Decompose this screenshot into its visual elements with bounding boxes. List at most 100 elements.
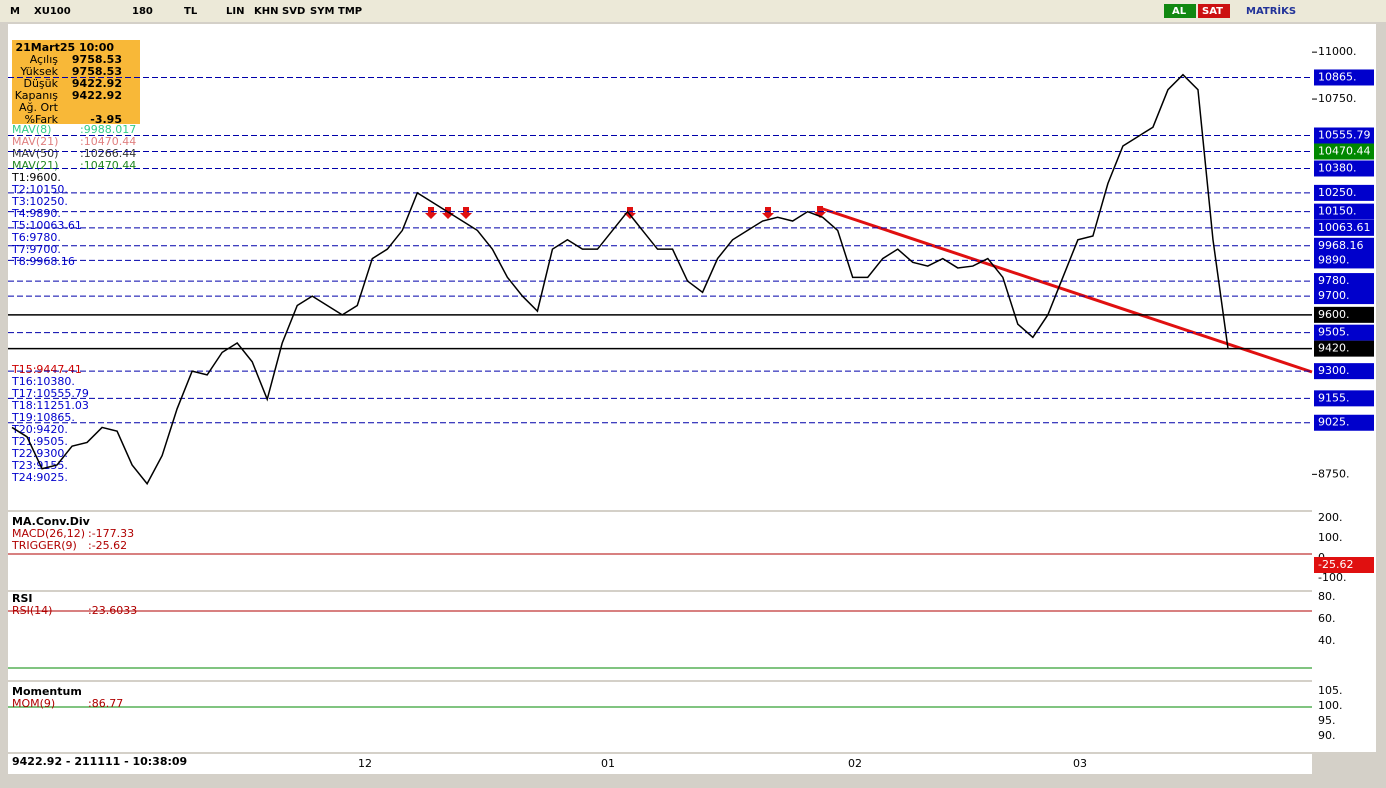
price-tick-label: 9890. bbox=[1318, 253, 1350, 266]
info-label: %Fark bbox=[25, 113, 59, 126]
info-value: 9422.92 bbox=[72, 77, 122, 90]
buy-label: AL bbox=[1172, 6, 1187, 17]
level-label: T15:9447.41 bbox=[11, 363, 82, 376]
price-box bbox=[1314, 288, 1374, 305]
date-label: 02 bbox=[848, 757, 862, 770]
toolbar-button[interactable]: TMP bbox=[338, 6, 362, 17]
indicator-tick-label: 95. bbox=[1318, 714, 1336, 727]
indicator-value: :-177.33 bbox=[88, 527, 134, 540]
level-label: T6:9780. bbox=[11, 231, 61, 244]
date-label: 12 bbox=[358, 757, 372, 770]
level-label: T8:9968.16 bbox=[11, 255, 75, 268]
price-box bbox=[1314, 306, 1374, 323]
price-box bbox=[1314, 363, 1374, 380]
price-box bbox=[1314, 219, 1374, 236]
price-box bbox=[1314, 143, 1374, 160]
indicator-value: :86.77 bbox=[88, 697, 123, 710]
price-box bbox=[1314, 390, 1374, 407]
date-strip bbox=[8, 754, 1312, 774]
panel-title: MA.Conv.Div bbox=[12, 515, 91, 528]
price-tick-label: 9025. bbox=[1318, 416, 1350, 429]
info-box bbox=[12, 40, 140, 124]
indicator-tick-label: 100. bbox=[1318, 531, 1343, 544]
price-tick-label: 9600. bbox=[1318, 308, 1350, 321]
indicator-tick-label: 40. bbox=[1318, 634, 1336, 647]
info-label: Kapanış bbox=[15, 89, 59, 102]
price-box bbox=[1314, 273, 1374, 290]
toolbar-button[interactable]: LIN bbox=[226, 6, 244, 17]
price-box bbox=[1314, 252, 1374, 269]
status: 9422.92 - 211111 - 10:38:09 bbox=[12, 755, 187, 768]
indicator-tick-label: 105. bbox=[1318, 684, 1343, 697]
info-date: 21Mart25 10:00 bbox=[15, 41, 114, 54]
info-label: Ağ. Ort bbox=[19, 101, 59, 114]
info-value: 9758.53 bbox=[72, 53, 122, 66]
info-value: 9758.53 bbox=[72, 65, 122, 78]
sell-label: SAT bbox=[1202, 6, 1223, 17]
rsi-panel bbox=[8, 592, 1312, 680]
toolbar-button[interactable]: SVD bbox=[282, 6, 305, 17]
price-tick-label: 9300. bbox=[1318, 364, 1350, 377]
mav-name: MAV(50) bbox=[12, 147, 58, 160]
price-box bbox=[1314, 340, 1374, 357]
level-label: T4:9890. bbox=[11, 207, 61, 220]
brand: MATRİKS bbox=[1246, 3, 1296, 17]
level-label: T5:10063.61 bbox=[11, 219, 82, 232]
level-label: T22:9300. bbox=[11, 447, 68, 460]
trend-line bbox=[819, 206, 1313, 374]
indicator-tick-label: -100. bbox=[1318, 571, 1346, 584]
level-label: T20:9420. bbox=[11, 423, 68, 436]
mav-value: :10470.44 bbox=[80, 159, 136, 172]
price-tick-label: 9700. bbox=[1318, 289, 1350, 302]
level-label: T17:10555.79 bbox=[11, 387, 89, 400]
level-label: T24:9025. bbox=[11, 471, 68, 484]
date-label: 01 bbox=[601, 757, 615, 770]
mav-value: :10470.44 bbox=[80, 135, 136, 148]
symbol: XU100 bbox=[34, 6, 71, 17]
info-value: -3.95 bbox=[90, 113, 122, 126]
price-box bbox=[1314, 324, 1374, 341]
mav-value: :10266.44 bbox=[80, 147, 136, 160]
toolbar bbox=[0, 0, 1386, 22]
level-label: T1:9600. bbox=[11, 171, 61, 184]
price-tick-label: 10250. bbox=[1318, 186, 1357, 199]
mav-name: MAV(8) bbox=[12, 123, 51, 136]
price-tick-label: 10063.61 bbox=[1318, 221, 1371, 234]
price-panel bbox=[8, 24, 1312, 510]
momentum-panel bbox=[8, 682, 1312, 752]
mav-value: :9988.017 bbox=[80, 123, 136, 136]
toolbar-button[interactable]: KHN bbox=[254, 6, 279, 17]
info-label: Açılış bbox=[30, 53, 59, 66]
price-tick-label: 9780. bbox=[1318, 274, 1350, 287]
price-box bbox=[1314, 160, 1374, 177]
mav-name: MAV(21) bbox=[12, 135, 58, 148]
indicator-value: :-25.62 bbox=[88, 539, 127, 552]
price-tick-label: 9968.16 bbox=[1318, 239, 1364, 252]
sell-button[interactable] bbox=[1198, 4, 1230, 18]
price-tick-label: 9505. bbox=[1318, 326, 1350, 339]
macd-panel bbox=[8, 512, 1312, 590]
price-box bbox=[1314, 184, 1374, 201]
level-label: T18:11251.03 bbox=[11, 399, 89, 412]
indicator-tick-label: 100. bbox=[1318, 699, 1343, 712]
indicator-tick-label: 90. bbox=[1318, 729, 1336, 742]
price-tick-label: 9155. bbox=[1318, 391, 1350, 404]
signal-arrows bbox=[425, 206, 826, 219]
price-tick-label: 10555.79 bbox=[1318, 129, 1371, 142]
indicator-name: MOM(9) bbox=[12, 697, 55, 710]
price-tick-label: 10750. bbox=[1318, 92, 1357, 105]
toolbar-button[interactable]: SYM bbox=[310, 6, 334, 17]
indicator-tick-label: 60. bbox=[1318, 612, 1336, 625]
buy-button[interactable] bbox=[1164, 4, 1196, 18]
panel-title: Momentum bbox=[12, 685, 82, 698]
info-label: Düşük bbox=[23, 77, 58, 90]
price-box bbox=[1314, 203, 1374, 220]
level-label: T21:9505. bbox=[11, 435, 68, 448]
info-value: 9422.92 bbox=[72, 89, 122, 102]
macd-box-label: -25.62 bbox=[1318, 558, 1353, 571]
period: 180 bbox=[132, 6, 153, 17]
indicator-name: TRIGGER(9) bbox=[11, 539, 77, 552]
date-label: 03 bbox=[1073, 757, 1087, 770]
